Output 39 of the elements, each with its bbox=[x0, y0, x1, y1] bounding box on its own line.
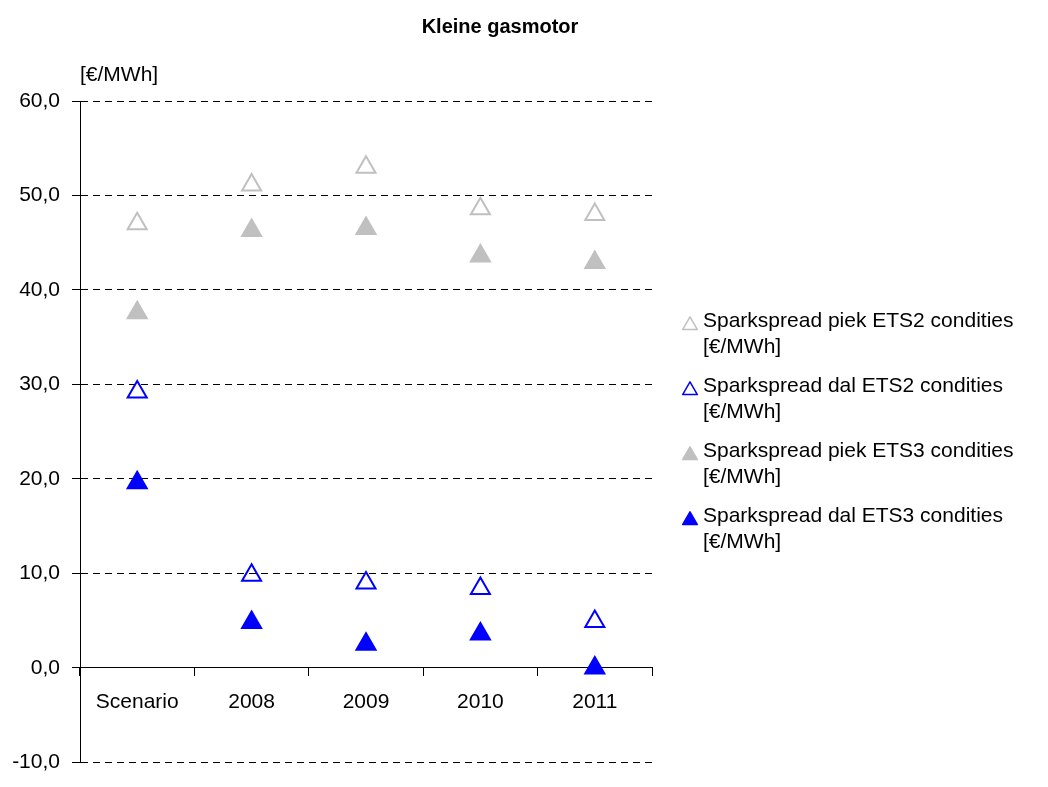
point bbox=[584, 655, 606, 675]
point bbox=[469, 576, 491, 596]
point bbox=[584, 250, 606, 270]
point bbox=[126, 300, 148, 320]
point bbox=[584, 202, 606, 221]
point bbox=[241, 218, 263, 237]
y-tick-label: 60,0 bbox=[19, 87, 60, 111]
x-tick-label: 2011 bbox=[572, 689, 618, 713]
point bbox=[584, 609, 606, 629]
x-tick-label: Scenario bbox=[95, 689, 179, 713]
point bbox=[241, 173, 263, 192]
point bbox=[469, 243, 491, 263]
y-tick-label: 10,0 bbox=[19, 560, 60, 584]
point bbox=[355, 155, 377, 174]
y-tick-label: 50,0 bbox=[19, 182, 60, 206]
point bbox=[241, 563, 263, 582]
point bbox=[126, 380, 148, 399]
point bbox=[469, 621, 491, 641]
legend-label: Sparkspread piek ETS3 condities [€/MWh] bbox=[703, 438, 1014, 487]
x-tick-label: 2009 bbox=[342, 689, 390, 713]
point bbox=[126, 470, 148, 490]
point bbox=[126, 211, 148, 231]
point bbox=[241, 610, 263, 630]
point bbox=[355, 632, 377, 651]
y-tick-label: 0,0 bbox=[30, 654, 60, 678]
y-axis-title: [€/MWh] bbox=[80, 61, 159, 85]
legend-label: Sparkspread piek ETS2 condities [€/MWh] bbox=[703, 308, 1014, 357]
y-tick-label: 20,0 bbox=[19, 465, 60, 489]
y-tick-label: 40,0 bbox=[19, 276, 60, 300]
chart-title: Kleine gasmotor bbox=[421, 14, 579, 37]
point bbox=[355, 570, 377, 590]
legend-label: Sparkspread dal ETS3 condities [€/MWh] bbox=[703, 503, 1003, 552]
x-tick-label: 2008 bbox=[228, 689, 275, 713]
point bbox=[469, 196, 491, 216]
legend-label: Sparkspread dal ETS2 condities [€/MWh] bbox=[703, 373, 1003, 422]
point bbox=[355, 216, 377, 236]
x-tick-label: 2010 bbox=[457, 689, 504, 713]
y-tick-label: -10,0 bbox=[12, 749, 60, 773]
y-tick-label: 30,0 bbox=[19, 371, 60, 395]
